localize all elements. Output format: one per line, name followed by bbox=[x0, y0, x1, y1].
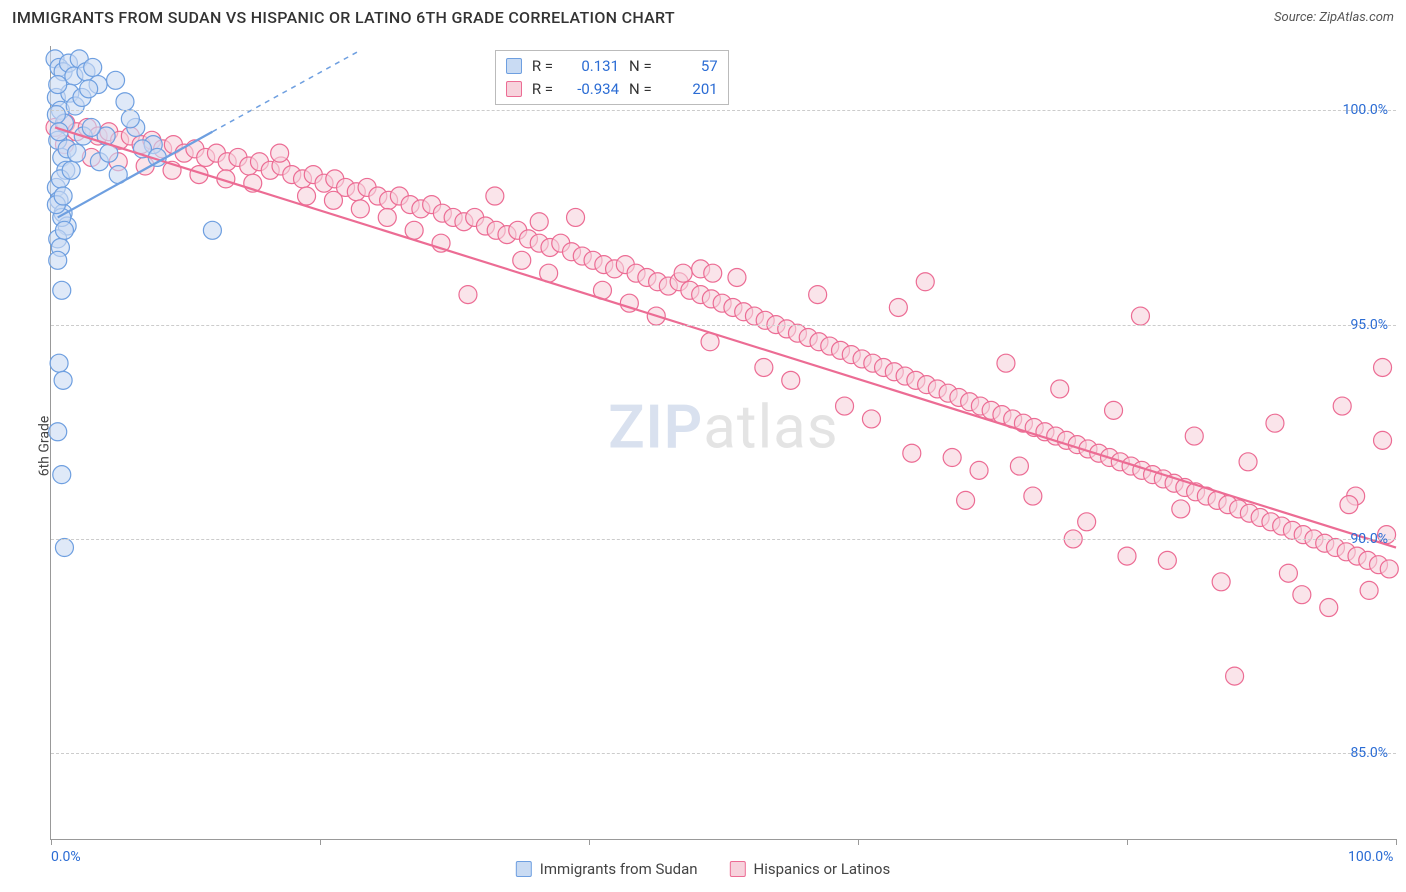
y-tick-label: 85.0% bbox=[1350, 745, 1388, 761]
y-tick-label: 100.0% bbox=[1343, 102, 1388, 118]
legend-item-sudan: Immigrants from Sudan bbox=[516, 860, 698, 878]
chart-title: IMMIGRANTS FROM SUDAN VS HISPANIC OR LAT… bbox=[12, 8, 675, 27]
swatch-hispanic-icon bbox=[730, 861, 746, 877]
legend-bottom: Immigrants from Sudan Hispanics or Latin… bbox=[516, 860, 890, 878]
n-value-sudan: 57 bbox=[662, 55, 718, 78]
r-label: R = bbox=[532, 55, 553, 78]
chart-area: ZIPatlas R = 0.131 N = 57 R = -0.934 N =… bbox=[50, 46, 1396, 840]
stats-row-hispanic: R = -0.934 N = 201 bbox=[506, 78, 718, 101]
x-tick-label: 0.0% bbox=[51, 849, 81, 865]
r-value-sudan: 0.131 bbox=[563, 55, 619, 78]
y-tick-label: 95.0% bbox=[1350, 317, 1388, 333]
n-value-hispanic: 201 bbox=[662, 78, 718, 101]
source-label: Source: ZipAtlas.com bbox=[1274, 10, 1394, 25]
r-label: R = bbox=[532, 78, 553, 101]
legend-label-sudan: Immigrants from Sudan bbox=[540, 860, 698, 878]
swatch-sudan-icon bbox=[506, 58, 522, 74]
n-label: N = bbox=[629, 78, 652, 101]
stats-legend: R = 0.131 N = 57 R = -0.934 N = 201 bbox=[495, 50, 729, 105]
legend-item-hispanic: Hispanics or Latinos bbox=[730, 860, 891, 878]
r-value-hispanic: -0.934 bbox=[563, 78, 619, 101]
y-tick-label: 90.0% bbox=[1350, 531, 1388, 547]
swatch-hispanic-icon bbox=[506, 81, 522, 97]
stats-row-sudan: R = 0.131 N = 57 bbox=[506, 55, 718, 78]
legend-label-hispanic: Hispanics or Latinos bbox=[754, 860, 891, 878]
swatch-sudan-icon bbox=[516, 861, 532, 877]
x-tick-label: 100.0% bbox=[1348, 849, 1393, 865]
n-label: N = bbox=[629, 55, 652, 78]
scatter-plot bbox=[51, 46, 1396, 839]
